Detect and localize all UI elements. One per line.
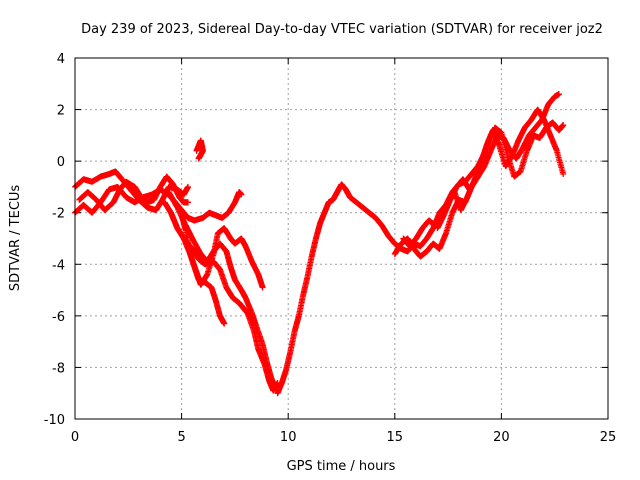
- data-point: [221, 320, 228, 327]
- y-tick-label: -6: [52, 310, 65, 325]
- x-axis-label: GPS time / hours: [287, 459, 396, 474]
- chart-title: Day 239 of 2023, Sidereal Day-to-day VTE…: [81, 22, 603, 37]
- y-tick-label: 4: [57, 52, 65, 67]
- ticks-layer: 0 5 10 15 20 25 -10 -8 -6 -4 -2 0 2 4: [44, 52, 617, 445]
- data-point: [184, 199, 191, 206]
- x-tick-label: 20: [493, 430, 510, 445]
- data-points-layer: [72, 91, 567, 397]
- y-axis-label: SDTVAR / TECUs: [8, 185, 23, 292]
- y-tick-label: -2: [52, 207, 65, 222]
- y-tick-label: -8: [52, 361, 65, 376]
- y-tick-label: 0: [57, 155, 65, 170]
- x-tick-label: 0: [71, 430, 79, 445]
- x-tick-label: 5: [177, 430, 185, 445]
- x-tick-label: 15: [387, 430, 404, 445]
- data-point: [238, 191, 245, 198]
- plot-frame: [74, 57, 609, 420]
- y-tick-label: -4: [52, 258, 65, 273]
- grid-layer: [75, 58, 608, 419]
- data-point: [560, 122, 567, 129]
- data-point: [184, 183, 191, 190]
- x-tick-label: 25: [600, 430, 617, 445]
- x-tick-label: 10: [280, 430, 297, 445]
- data-point: [555, 91, 562, 98]
- y-tick-label: -10: [44, 413, 65, 428]
- y-tick-label: 2: [57, 104, 65, 119]
- data-point: [560, 171, 567, 178]
- data-point: [195, 155, 202, 162]
- data-point: [259, 284, 266, 291]
